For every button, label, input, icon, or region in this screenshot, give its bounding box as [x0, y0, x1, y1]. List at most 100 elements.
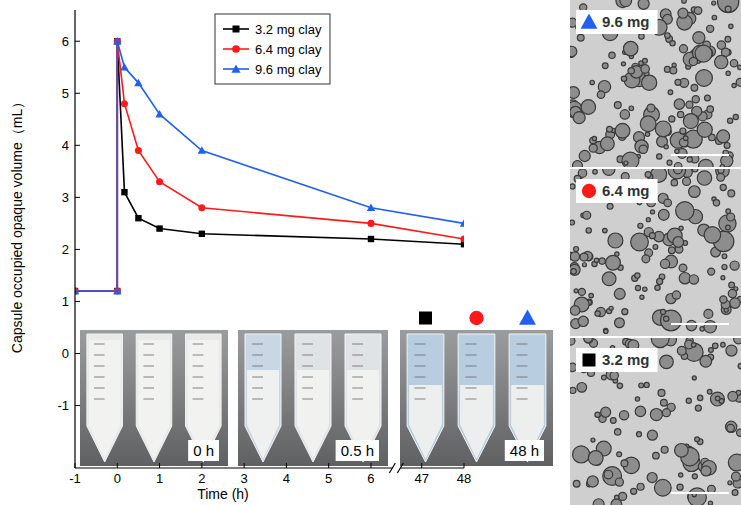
- bubble: [570, 87, 579, 99]
- bubble: [664, 199, 672, 207]
- bubble: [714, 55, 727, 68]
- tube-scale: [252, 377, 263, 378]
- bubble: [730, 261, 739, 270]
- tube-scale: [252, 399, 263, 400]
- bubble: [662, 409, 670, 417]
- bubble: [692, 169, 698, 172]
- point: [155, 110, 163, 117]
- tube-scale: [193, 399, 204, 400]
- axis-break: [397, 463, 403, 473]
- bubble: [675, 79, 681, 85]
- bubble: [570, 46, 577, 56]
- point: [75, 287, 79, 294]
- bubble: [664, 66, 670, 72]
- legend-label: 6.4 mg clay: [255, 42, 322, 57]
- bubble: [570, 387, 576, 393]
- scale-bar: [671, 154, 729, 156]
- bubble: [728, 481, 732, 485]
- bubble: [601, 375, 606, 380]
- tube-scale: [94, 344, 105, 345]
- point: [113, 287, 121, 294]
- bubble: [653, 244, 658, 249]
- bubble: [704, 227, 721, 244]
- bubble: [664, 316, 669, 321]
- bubble: [570, 184, 575, 189]
- bubble: [642, 75, 657, 90]
- tube-scale: [516, 344, 527, 345]
- bubble: [607, 203, 613, 209]
- bubble: [615, 478, 623, 486]
- bubble: [691, 343, 696, 348]
- y-tick-label: 2: [62, 242, 69, 257]
- bubble: [600, 137, 614, 151]
- y-tick-label: 4: [62, 138, 69, 153]
- bubble: [725, 421, 736, 432]
- bubble: [732, 490, 738, 496]
- tube-scale: [414, 366, 425, 367]
- bubble: [570, 306, 580, 316]
- bubble: [692, 96, 699, 103]
- tube-scale: [302, 377, 313, 378]
- bubble: [578, 288, 585, 295]
- tube-scale: [465, 399, 476, 400]
- bubble: [695, 405, 701, 411]
- bubble: [573, 446, 590, 463]
- bubble: [624, 161, 628, 165]
- axes: -10123456-101234564748: [57, 10, 471, 486]
- bubble: [655, 121, 671, 137]
- bubble: [645, 132, 649, 136]
- bubble: [647, 473, 657, 483]
- bubble: [620, 110, 629, 119]
- bubble: [654, 479, 671, 496]
- bubble: [593, 499, 604, 505]
- bubble: [571, 269, 577, 275]
- tube-opaque: [460, 385, 493, 459]
- bubble: [588, 451, 603, 466]
- bubble: [734, 338, 741, 344]
- x-tick: [159, 463, 160, 468]
- bubble: [712, 15, 717, 20]
- bubble: [693, 32, 705, 44]
- bubble: [729, 282, 735, 288]
- bubble: [677, 111, 683, 117]
- bubble: [720, 296, 727, 303]
- y-tick: [75, 41, 80, 42]
- tube-scale: [143, 355, 154, 356]
- bubble: [727, 213, 735, 221]
- legend-frame: [215, 14, 330, 84]
- legend-marker: [231, 64, 240, 72]
- bubble: [695, 437, 700, 442]
- bubble: [647, 430, 657, 440]
- tube-opaque: [247, 370, 279, 459]
- micrograph: 9.6 mg: [565, 0, 741, 174]
- tube-scale: [465, 377, 476, 378]
- bubble: [668, 90, 673, 95]
- tube-opaque: [297, 370, 329, 459]
- legend-marker: [232, 45, 240, 53]
- micrograph-bg: [570, 169, 741, 336]
- tube-opaque: [89, 340, 121, 459]
- bubble: [683, 136, 688, 141]
- x-tick: [201, 463, 202, 468]
- bubble: [707, 106, 713, 112]
- x-tick-label: -1: [69, 471, 81, 486]
- bubble: [619, 411, 628, 420]
- tube-scale: [302, 355, 313, 356]
- bubble: [678, 8, 688, 18]
- tube-scale: [516, 399, 527, 400]
- bubble: [708, 268, 715, 275]
- bubble: [673, 237, 684, 248]
- label-patch: [336, 440, 379, 461]
- bubble: [701, 466, 711, 476]
- tube-scale: [352, 355, 363, 356]
- point: [156, 225, 162, 231]
- bubble: [683, 177, 691, 185]
- bubble: [593, 169, 598, 174]
- bubble: [574, 247, 579, 252]
- y-tick: [75, 405, 80, 406]
- bubble: [617, 452, 622, 457]
- point: [134, 79, 142, 86]
- bubble: [580, 253, 588, 261]
- y-tick-label: 1: [62, 294, 69, 309]
- bubble: [720, 165, 724, 167]
